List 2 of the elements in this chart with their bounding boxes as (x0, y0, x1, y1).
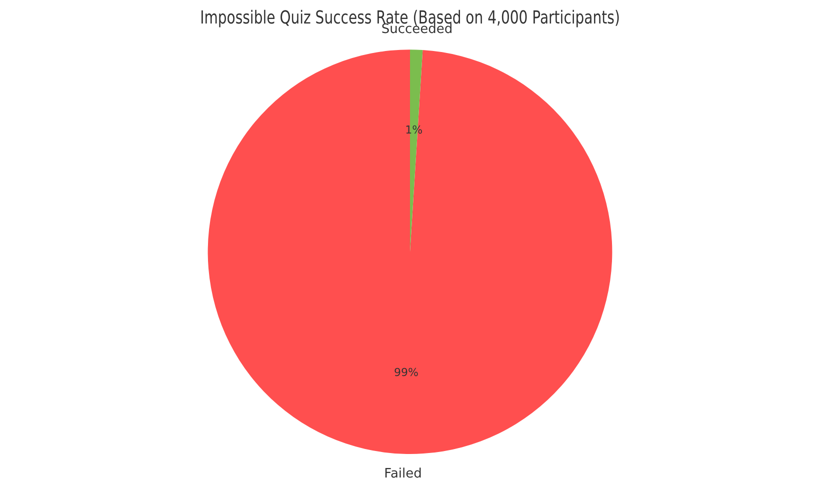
data-label: 99% (394, 366, 418, 379)
slice-label: Failed (384, 466, 422, 482)
